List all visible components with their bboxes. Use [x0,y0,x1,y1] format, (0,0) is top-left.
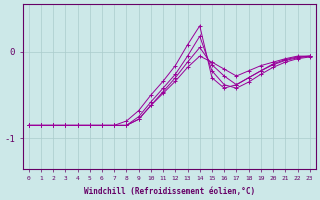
X-axis label: Windchill (Refroidissement éolien,°C): Windchill (Refroidissement éolien,°C) [84,187,255,196]
